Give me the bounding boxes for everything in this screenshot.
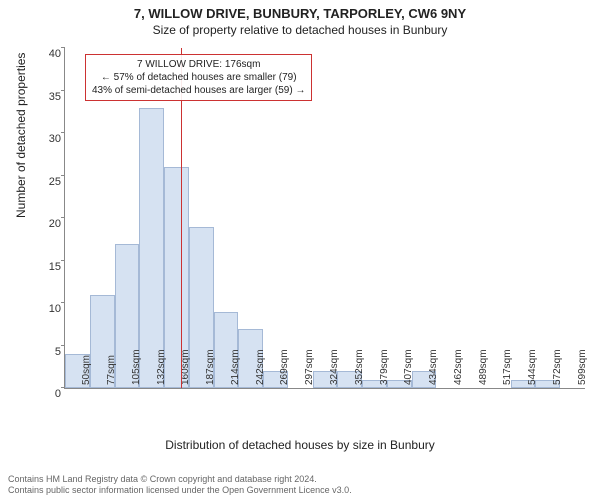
- x-tick-label: 407sqm: [403, 349, 414, 385]
- chart-area: 051015202530354050sqm77sqm105sqm132sqm16…: [64, 48, 584, 418]
- y-tick-label: 25: [35, 176, 61, 188]
- y-axis-label: Number of detached properties: [14, 53, 28, 218]
- footnote: Contains HM Land Registry data © Crown c…: [8, 474, 352, 496]
- x-tick-label: 105sqm: [131, 349, 142, 385]
- x-tick-label: 352sqm: [354, 349, 365, 385]
- y-tick-label: 0: [35, 388, 61, 400]
- y-tick-label: 5: [35, 346, 61, 358]
- x-tick-label: 77sqm: [106, 355, 117, 385]
- x-tick-label: 50sqm: [81, 355, 92, 385]
- x-tick-label: 269sqm: [279, 349, 290, 385]
- x-tick-label: 489sqm: [478, 349, 489, 385]
- footnote-line2: Contains public sector information licen…: [8, 485, 352, 496]
- x-tick-label: 544sqm: [527, 349, 538, 385]
- annotation-box: 7 WILLOW DRIVE: 176sqm← 57% of detached …: [85, 54, 312, 101]
- x-axis-label: Distribution of detached houses by size …: [0, 438, 600, 452]
- y-tick-label: 10: [35, 303, 61, 315]
- page-title: 7, WILLOW DRIVE, BUNBURY, TARPORLEY, CW6…: [0, 0, 600, 21]
- x-tick-label: 379sqm: [379, 349, 390, 385]
- histogram-bar: [139, 108, 164, 389]
- y-tick-label: 15: [35, 261, 61, 273]
- annotation-line: 7 WILLOW DRIVE: 176sqm: [92, 58, 305, 71]
- y-tick-label: 35: [35, 91, 61, 103]
- x-tick-label: 517sqm: [502, 349, 513, 385]
- x-tick-label: 242sqm: [255, 349, 266, 385]
- x-tick-label: 324sqm: [329, 349, 340, 385]
- annotation-line: 43% of semi-detached houses are larger (…: [92, 84, 305, 97]
- y-tick-label: 20: [35, 218, 61, 230]
- x-tick-label: 187sqm: [205, 349, 216, 385]
- y-tick-label: 40: [35, 48, 61, 60]
- plot-area: 051015202530354050sqm77sqm105sqm132sqm16…: [64, 48, 585, 389]
- x-tick-label: 572sqm: [552, 349, 563, 385]
- x-tick-label: 462sqm: [453, 349, 464, 385]
- x-tick-label: 599sqm: [577, 349, 588, 385]
- x-tick-label: 434sqm: [428, 349, 439, 385]
- annotation-line: ← 57% of detached houses are smaller (79…: [92, 71, 305, 84]
- footnote-line1: Contains HM Land Registry data © Crown c…: [8, 474, 352, 485]
- page-subtitle: Size of property relative to detached ho…: [0, 21, 600, 37]
- y-tick-label: 30: [35, 133, 61, 145]
- x-tick-label: 132sqm: [156, 349, 167, 385]
- x-tick-label: 214sqm: [230, 349, 241, 385]
- x-tick-label: 297sqm: [304, 349, 315, 385]
